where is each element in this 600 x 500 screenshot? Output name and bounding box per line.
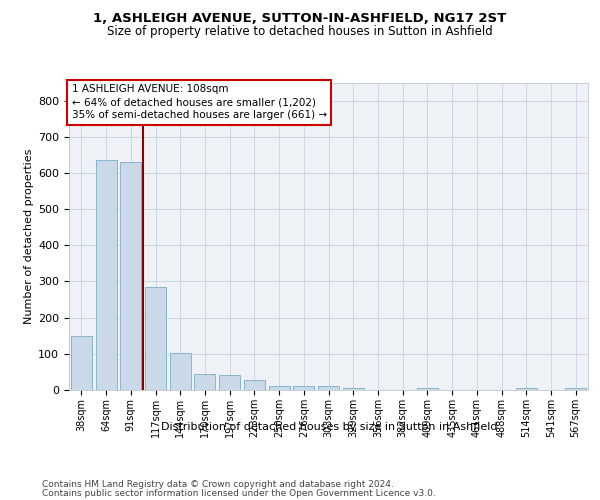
Bar [343,388,364,390]
Bar [244,380,265,390]
Bar [95,160,116,390]
Text: Distribution of detached houses by size in Sutton in Ashfield: Distribution of detached houses by size … [161,422,497,432]
Bar [516,388,537,390]
Bar [120,162,141,390]
Bar [318,386,339,390]
Bar [145,287,166,390]
Bar [194,374,215,390]
Bar [417,388,438,390]
Bar [170,352,191,390]
Text: 1 ASHLEIGH AVENUE: 108sqm
← 64% of detached houses are smaller (1,202)
35% of se: 1 ASHLEIGH AVENUE: 108sqm ← 64% of detac… [71,84,327,120]
Text: Contains HM Land Registry data © Crown copyright and database right 2024.: Contains HM Land Registry data © Crown c… [42,480,394,489]
Bar [71,336,92,390]
Bar [219,375,240,390]
Bar [269,386,290,390]
Bar [293,386,314,390]
Text: Size of property relative to detached houses in Sutton in Ashfield: Size of property relative to detached ho… [107,25,493,38]
Text: 1, ASHLEIGH AVENUE, SUTTON-IN-ASHFIELD, NG17 2ST: 1, ASHLEIGH AVENUE, SUTTON-IN-ASHFIELD, … [94,12,506,26]
Text: Contains public sector information licensed under the Open Government Licence v3: Contains public sector information licen… [42,489,436,498]
Y-axis label: Number of detached properties: Number of detached properties [24,148,34,324]
Bar [565,388,586,390]
